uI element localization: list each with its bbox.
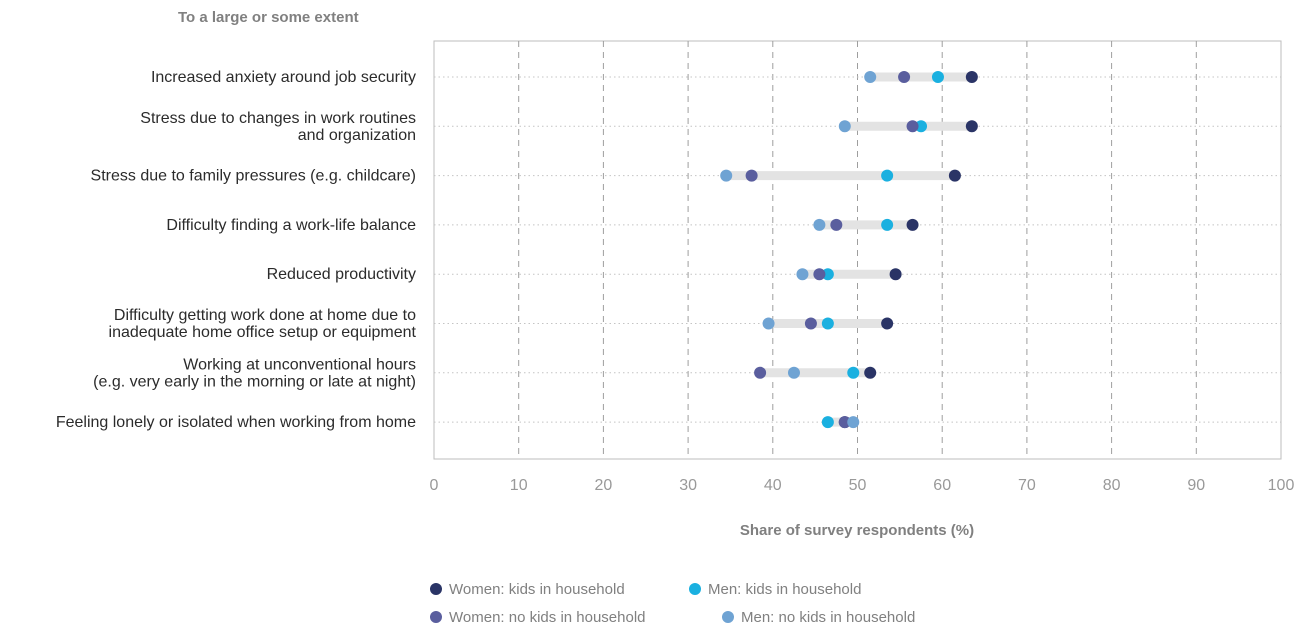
data-point [889, 268, 902, 281]
data-point [948, 169, 961, 182]
x-tick-label-40: 40 [764, 477, 782, 494]
category-label: Feeling lonely or isolated when working … [56, 414, 416, 431]
x-tick-label-10: 10 [510, 477, 528, 494]
data-point [881, 169, 894, 182]
legend-marker [689, 583, 701, 595]
data-point [965, 71, 978, 83]
legend-label: Women: no kids in household [449, 609, 646, 626]
category-label: Stress due to family pressures (e.g. chi… [91, 168, 416, 185]
legend-label: Women: kids in household [449, 581, 625, 598]
plot-area: 0 10 20 30 40 50 60 70 80 90 100 Increased anxiety … [56, 40, 1295, 494]
category-label: Difficulty finding a work-life balance [166, 217, 416, 234]
legend: Women: kids in household Men: kids in hou… [430, 581, 915, 626]
x-tick-label-30: 30 [679, 477, 697, 494]
data-point [915, 120, 928, 133]
data-point [754, 366, 767, 379]
data-point [864, 71, 877, 83]
data-point [838, 120, 851, 133]
chart-subtitle: To a large or some extent [178, 9, 359, 26]
data-point [838, 416, 851, 429]
legend-marker [430, 611, 442, 623]
category-label: Increased anxiety around job security [151, 69, 416, 86]
legend-marker [430, 583, 442, 595]
data-point [906, 218, 919, 231]
x-axis-title: Share of survey respondents (%) [740, 522, 974, 539]
data-point [965, 120, 978, 133]
data-point [813, 218, 826, 231]
data-point [821, 268, 834, 281]
data-point [813, 268, 826, 281]
data-point [906, 120, 919, 133]
data-point [881, 218, 894, 231]
legend-marker [722, 611, 734, 623]
x-tick-label-90: 90 [1187, 477, 1205, 494]
data-point [864, 366, 877, 379]
x-tick-label-20: 20 [595, 477, 613, 494]
data-point [931, 71, 944, 83]
x-tick-label-70: 70 [1018, 477, 1036, 494]
data-point [745, 169, 758, 182]
data-point [720, 169, 733, 182]
x-tick-label-0: 0 [430, 477, 439, 494]
data-point [821, 416, 834, 429]
category-label: Working at unconventional hours (e.g. ver… [93, 356, 416, 390]
category-label: Stress due to changes in work routines an… [140, 110, 416, 144]
data-point [847, 416, 860, 429]
data-point [847, 366, 860, 379]
legend-label: Men: no kids in household [741, 609, 915, 626]
category-label: Reduced productivity [267, 266, 416, 283]
x-tick-label-80: 80 [1103, 477, 1121, 494]
category-label: Difficulty getting work done at home due… [109, 307, 417, 341]
data-point [898, 71, 911, 83]
data-point [830, 218, 843, 231]
legend-label: Men: kids in household [708, 581, 861, 598]
data-point [762, 317, 775, 330]
x-tick-label-60: 60 [933, 477, 951, 494]
x-tick-label-100: 100 [1268, 477, 1295, 494]
data-point [787, 366, 800, 379]
data-point [804, 317, 817, 330]
data-point [796, 268, 809, 281]
x-tick-label-50: 50 [849, 477, 867, 494]
data-point [881, 317, 894, 330]
data-point [821, 317, 834, 330]
